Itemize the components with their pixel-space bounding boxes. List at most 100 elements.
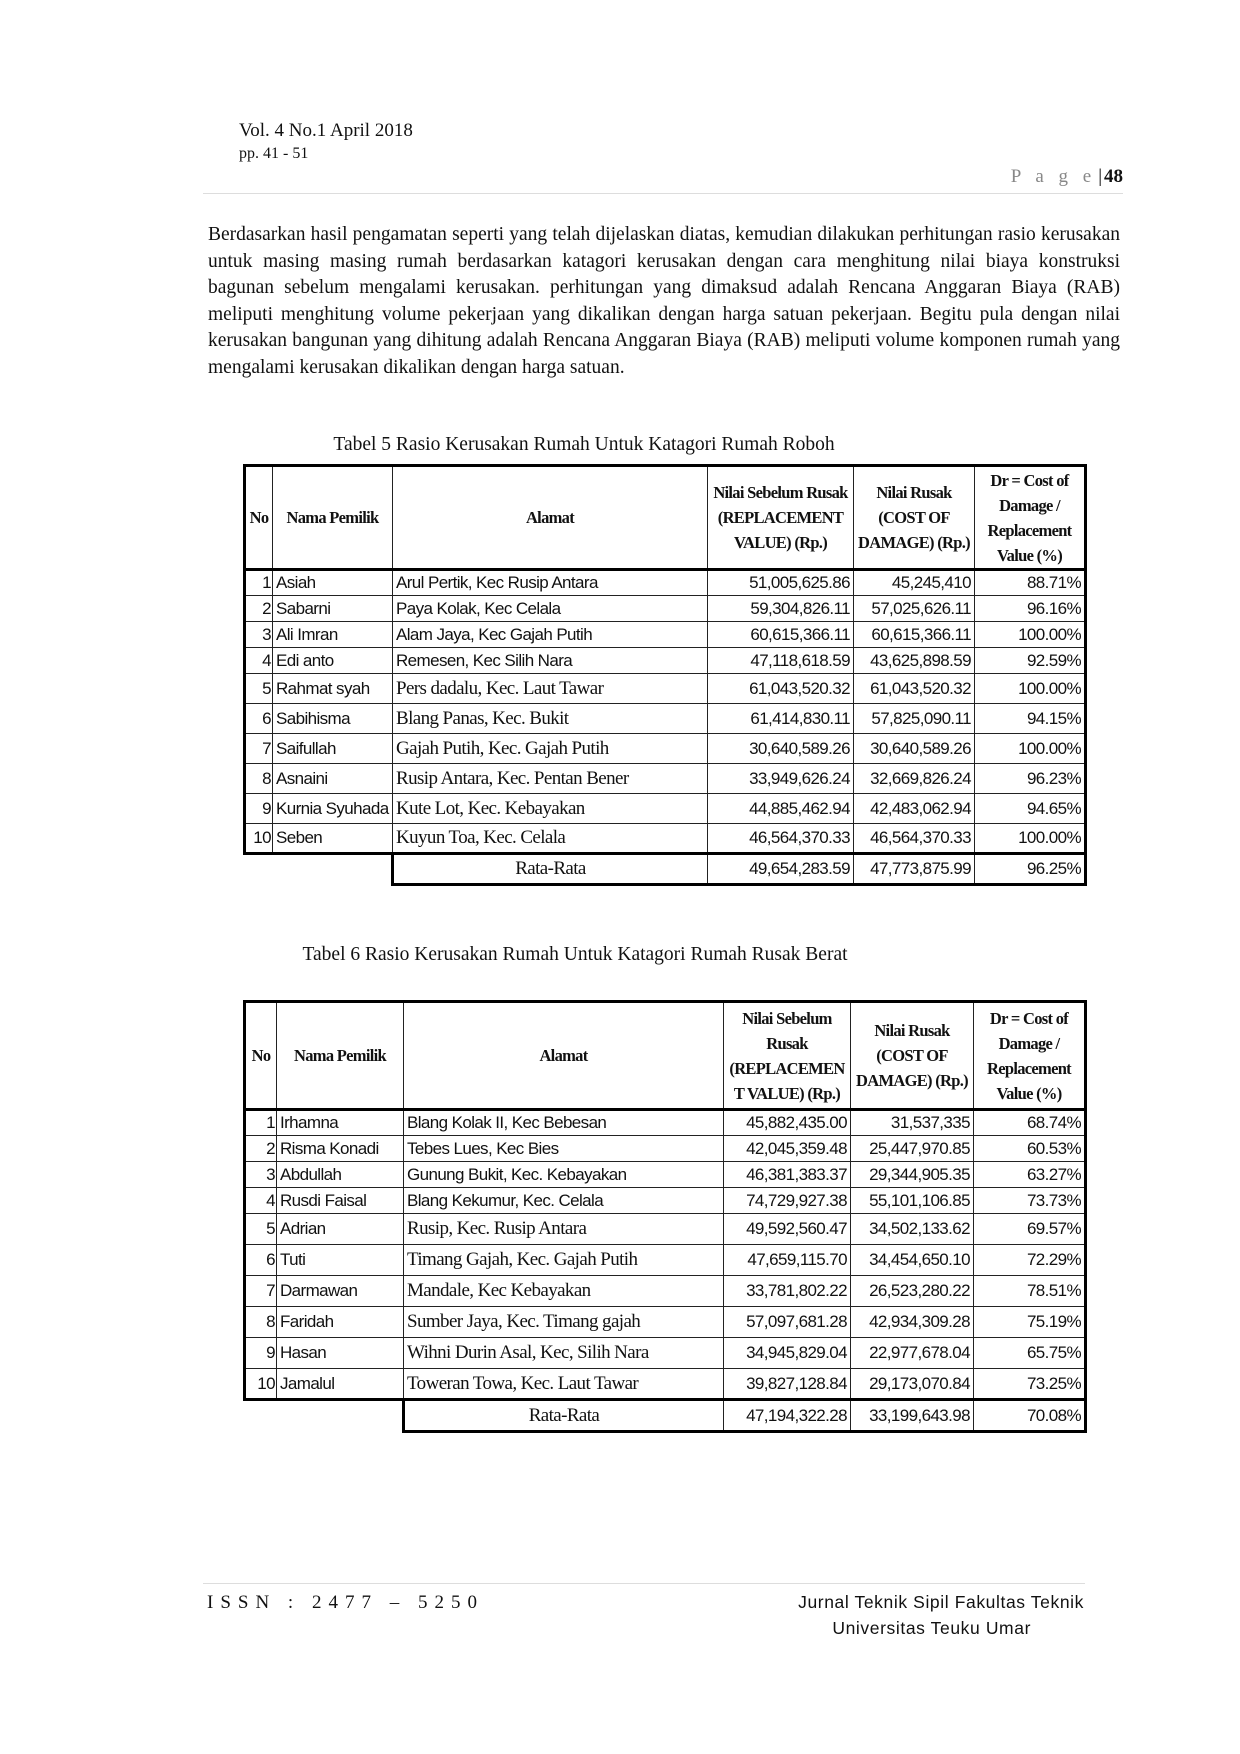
header-cost-of-damage: Nilai Rusak (COST OF DAMAGE) (Rp.) [853, 465, 975, 571]
cell-cost-of-damage: 61,043,520.32 [853, 673, 975, 704]
average-cost-of-damage: 47,773,875.99 [853, 853, 975, 886]
cell-replacement-value: 57,097,681.28 [723, 1306, 851, 1338]
cell-owner-name: Tuti [276, 1244, 404, 1276]
cell-owner-name: Rahmat syah [272, 673, 393, 704]
cell-replacement-value: 34,945,829.04 [723, 1337, 851, 1369]
table-row: 8 Faridah Sumber Jaya, Kec. Timang gajah 57… [243, 1306, 1086, 1338]
cell-no: 8 [243, 1306, 277, 1338]
cell-damage-ratio: 96.16% [974, 595, 1086, 622]
header-cost-of-damage: Nilai Rusak (COST OF DAMAGE) (Rp.) [850, 1001, 974, 1111]
table-row: 10 Jamalul Toweran Towa, Kec. Laut Tawar 39… [243, 1368, 1086, 1401]
average-replacement-value: 47,194,322.28 [723, 1399, 851, 1433]
cell-no: 1 [243, 1109, 277, 1136]
cell-owner-name: Edi anto [272, 647, 393, 674]
cell-no: 1 [243, 569, 273, 596]
table-row: 9 Hasan Wihni Durin Asal, Kec, Silih Nara 3… [243, 1337, 1086, 1369]
header-damage-ratio: Dr = Cost of Damage / Replacement Value … [974, 465, 1086, 571]
cell-cost-of-damage: 29,173,070.84 [850, 1368, 974, 1401]
cell-replacement-value: 44,885,462.94 [707, 793, 854, 824]
university-name: Universitas Teuku Umar [832, 1618, 1031, 1638]
cell-owner-name: Abdullah [276, 1161, 404, 1188]
cell-replacement-value: 60,615,366.11 [707, 621, 854, 648]
table-row: 3 Abdullah Gunung Bukit, Kec. Kebayakan 46,… [243, 1161, 1086, 1188]
page-number-label: P a g e | 48 [1010, 166, 1123, 187]
cell-no: 2 [243, 595, 273, 622]
cell-replacement-value: 30,640,589.26 [707, 733, 854, 764]
cell-cost-of-damage: 57,825,090.11 [853, 703, 975, 734]
average-row: Rata-Rata 49,654,283.59 47,773,875.99 96.25… [244, 852, 1086, 886]
cell-cost-of-damage: 25,447,970.85 [850, 1135, 974, 1162]
average-row: Rata-Rata 47,194,322.28 33,199,643.98 70.08… [244, 1398, 1086, 1433]
cell-no: 4 [243, 1187, 277, 1214]
table-row: 8 Asnaini Rusip Antara, Kec. Pentan Bener 3… [243, 763, 1086, 794]
cell-no: 6 [243, 703, 273, 734]
journal-name: Jurnal Teknik Sipil Fakultas Teknik [798, 1592, 1084, 1612]
table-row: 2 Sabarni Paya Kolak, Kec Celala 59,304,826… [243, 595, 1086, 622]
cell-no: 5 [243, 673, 273, 704]
cell-cost-of-damage: 45,245,410 [853, 569, 975, 596]
cell-address: Gunung Bukit, Kec. Kebayakan [403, 1161, 724, 1188]
cell-replacement-value: 33,781,802.22 [723, 1275, 851, 1307]
table-row: 4 Rusdi Faisal Blang Kekumur, Kec. Celala 7… [243, 1187, 1086, 1214]
cell-address: Blang Kolak II, Kec Bebesan [403, 1109, 724, 1136]
average-damage-ratio: 70.08% [973, 1399, 1086, 1433]
cell-cost-of-damage: 22,977,678.04 [850, 1337, 974, 1369]
cell-cost-of-damage: 32,669,826.24 [853, 763, 975, 794]
cell-damage-ratio: 69.57% [973, 1213, 1086, 1245]
header-no: No [243, 1001, 277, 1111]
cell-cost-of-damage: 31,537,335 [850, 1109, 974, 1136]
cell-owner-name: Risma Konadi [276, 1135, 404, 1162]
cell-damage-ratio: 88.71% [974, 569, 1086, 596]
average-cost-of-damage: 33,199,643.98 [850, 1399, 974, 1433]
cell-owner-name: Irhamna [276, 1109, 404, 1136]
cell-address: Kute Lot, Kec. Kebayakan [392, 793, 708, 824]
cell-no: 3 [243, 1161, 277, 1188]
cell-replacement-value: 45,882,435.00 [723, 1109, 851, 1136]
table-row: 7 Saifullah Gajah Putih, Kec. Gajah Putih 3… [243, 733, 1086, 764]
cell-replacement-value: 46,564,370.33 [707, 823, 854, 855]
cell-replacement-value: 42,045,359.48 [723, 1135, 851, 1162]
header-replacement-value: Nilai Sebelum Rusak (REPLACEMENT VALUE) … [707, 465, 854, 571]
cell-damage-ratio: 94.65% [974, 793, 1086, 824]
page-number: 48 [1104, 166, 1123, 187]
table-row: 4 Edi anto Remesen, Kec Silih Nara 47,118,6… [243, 647, 1086, 674]
cell-replacement-value: 61,043,520.32 [707, 673, 854, 704]
cell-damage-ratio: 75.19% [973, 1306, 1086, 1338]
cell-address: Toweran Towa, Kec. Laut Tawar [403, 1368, 724, 1401]
cell-damage-ratio: 73.25% [973, 1368, 1086, 1401]
cell-no: 2 [243, 1135, 277, 1162]
cell-replacement-value: 49,592,560.47 [723, 1213, 851, 1245]
table-row: 6 Tuti Timang Gajah, Kec. Gajah Putih 47,65… [243, 1244, 1086, 1276]
cell-damage-ratio: 60.53% [973, 1135, 1086, 1162]
table-row: 6 Sabihisma Blang Panas, Kec. Bukit 61,414,… [243, 703, 1086, 734]
table-row: 7 Darmawan Mandale, Kec Kebayakan 33,781,80… [243, 1275, 1086, 1307]
cell-owner-name: Saifullah [272, 733, 393, 764]
table-row: 5 Adrian Rusip, Kec. Rusip Antara 49,592,56… [243, 1213, 1086, 1245]
cell-damage-ratio: 92.59% [974, 647, 1086, 674]
cell-replacement-value: 47,118,618.59 [707, 647, 854, 674]
table-row: 1 Asiah Arul Pertik, Kec Rusip Antara 51,00… [243, 569, 1086, 596]
header-owner-name: Nama Pemilik [276, 1001, 404, 1111]
volume-info: Vol. 4 No.1 April 2018 [239, 120, 413, 141]
cell-address: Remesen, Kec Silih Nara [392, 647, 708, 674]
cell-owner-name: Sabarni [272, 595, 393, 622]
page-range: pp. 41 - 51 [239, 145, 309, 162]
cell-cost-of-damage: 46,564,370.33 [853, 823, 975, 855]
cell-damage-ratio: 100.00% [974, 733, 1086, 764]
cell-address: Alam Jaya, Kec Gajah Putih [392, 621, 708, 648]
cell-replacement-value: 61,414,830.11 [707, 703, 854, 734]
cell-replacement-value: 47,659,115.70 [723, 1244, 851, 1276]
cell-cost-of-damage: 55,101,106.85 [850, 1187, 974, 1214]
table-6-caption: Tabel 6 Rasio Kerusakan Rumah Untuk Kata… [302, 944, 848, 965]
table-row: 1 Irhamna Blang Kolak II, Kec Bebesan 45,88… [243, 1109, 1086, 1136]
cell-cost-of-damage: 43,625,898.59 [853, 647, 975, 674]
average-damage-ratio: 96.25% [974, 853, 1086, 886]
cell-no: 6 [243, 1244, 277, 1276]
table-row: 2 Risma Konadi Tebes Lues, Kec Bies 42,045,… [243, 1135, 1086, 1162]
cell-no: 4 [243, 647, 273, 674]
cell-damage-ratio: 73.73% [973, 1187, 1086, 1214]
cell-replacement-value: 74,729,927.38 [723, 1187, 851, 1214]
cell-no: 10 [243, 823, 273, 855]
header-address: Alamat [392, 465, 708, 571]
cell-address: Rusip Antara, Kec. Pentan Bener [392, 763, 708, 794]
